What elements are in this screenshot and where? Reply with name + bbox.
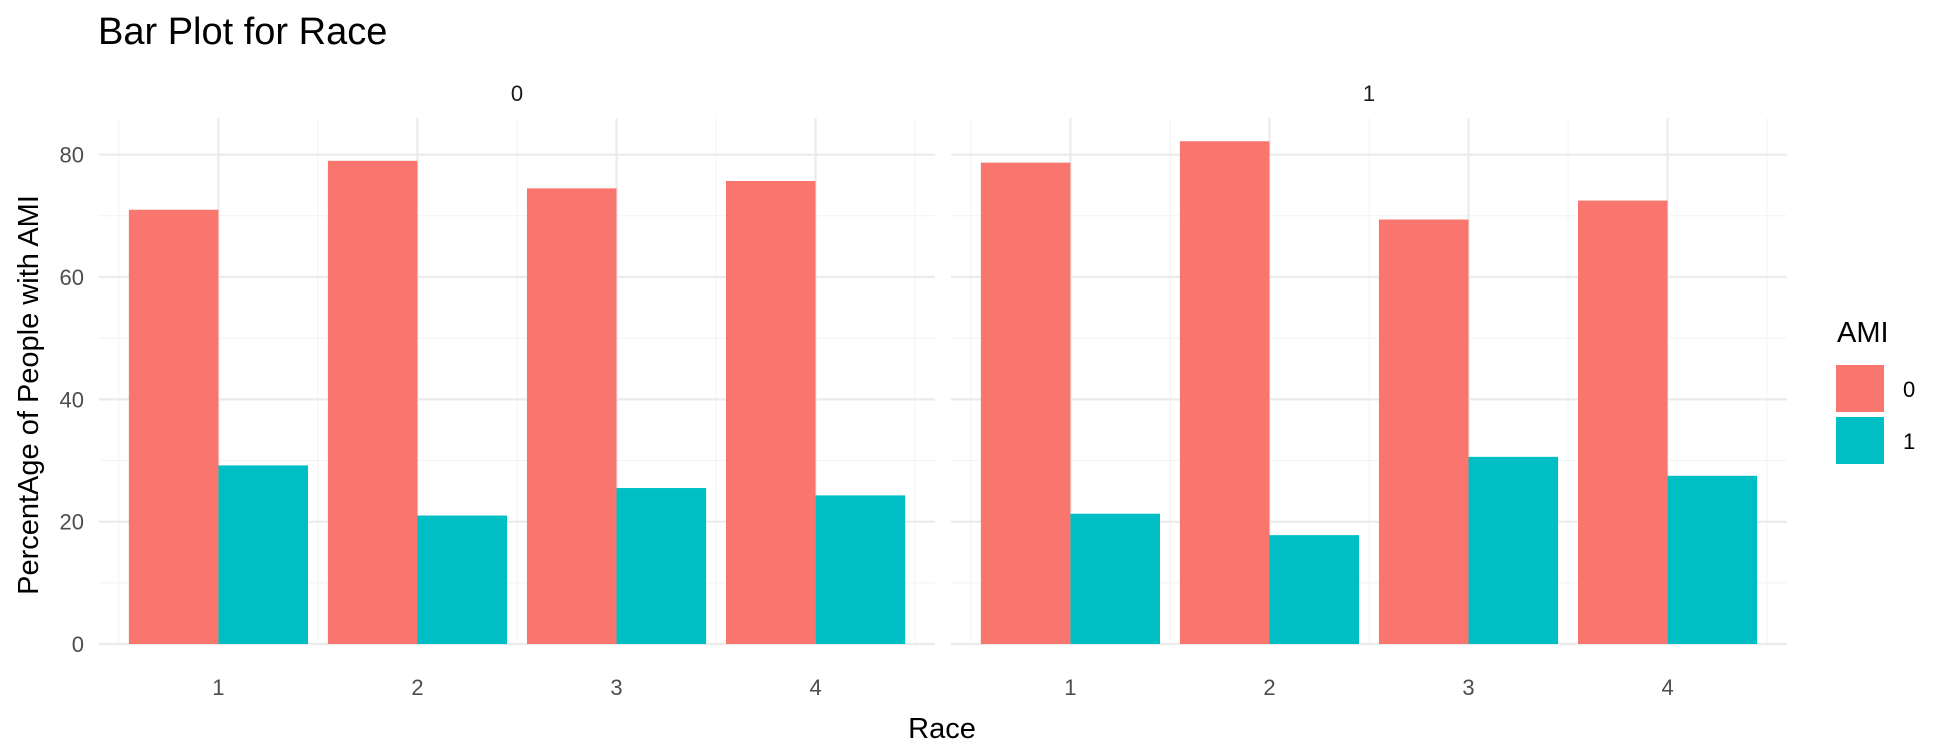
x-tick-label: 1 <box>212 675 224 700</box>
bar-facet1-ami1-race3 <box>1468 456 1559 644</box>
y-tick-label: 80 <box>60 143 84 168</box>
bar-facet1-ami1-race1 <box>1070 513 1160 644</box>
facet-strip-label: 1 <box>1363 81 1375 106</box>
bar-facet0-ami0-race1 <box>128 209 219 644</box>
bar-facet0-ami1-race2 <box>417 515 508 644</box>
legend-key-0 <box>1836 365 1884 412</box>
bar-facet0-ami1-race1 <box>218 465 308 644</box>
bar-facet1-ami1-race4 <box>1667 475 1758 644</box>
legend-title: AMI <box>1837 317 1889 349</box>
x-tick-label: 4 <box>809 675 821 700</box>
facet-panel-0: 0 1 2 3 4 <box>99 81 935 700</box>
y-axis-title: PercentAge of People with AMI <box>13 195 45 595</box>
x-tick-label: 2 <box>411 675 423 700</box>
x-tick-label: 2 <box>1263 675 1275 700</box>
x-axis-title: Race <box>908 713 976 745</box>
bar-facet0-ami1-race3 <box>616 488 707 644</box>
bar-facet0-ami1-race4 <box>815 495 906 644</box>
legend: AMI 0 1 <box>1836 317 1915 464</box>
legend-label-0: 0 <box>1903 377 1915 402</box>
bar-facet1-ami0-race2 <box>1179 141 1270 644</box>
y-axis-ticks: 0 20 40 60 80 <box>60 143 84 657</box>
bar-facet1-ami0-race3 <box>1378 219 1469 645</box>
bar-facet0-ami0-race2 <box>327 160 418 644</box>
x-tick-label: 4 <box>1661 675 1673 700</box>
x-tick-label: 1 <box>1064 675 1076 700</box>
y-tick-label: 0 <box>72 632 84 657</box>
bar-facet0-ami0-race4 <box>726 180 816 644</box>
facet-panel-1: 1 1 2 3 4 <box>951 81 1787 700</box>
y-tick-label: 40 <box>60 387 84 412</box>
x-tick-label: 3 <box>1462 675 1474 700</box>
y-tick-label: 20 <box>60 510 84 535</box>
bar-facet1-ami0-race4 <box>1578 200 1668 644</box>
legend-key-1 <box>1836 417 1884 464</box>
x-tick-label: 3 <box>610 675 622 700</box>
facet-strip-label: 0 <box>511 81 523 106</box>
chart-title: Bar Plot for Race <box>98 11 387 53</box>
bar-facet1-ami0-race1 <box>980 162 1071 644</box>
legend-label-1: 1 <box>1903 429 1915 454</box>
bar-facet1-ami1-race2 <box>1269 535 1360 644</box>
bar-facet0-ami0-race3 <box>526 188 617 644</box>
y-tick-label: 60 <box>60 265 84 290</box>
